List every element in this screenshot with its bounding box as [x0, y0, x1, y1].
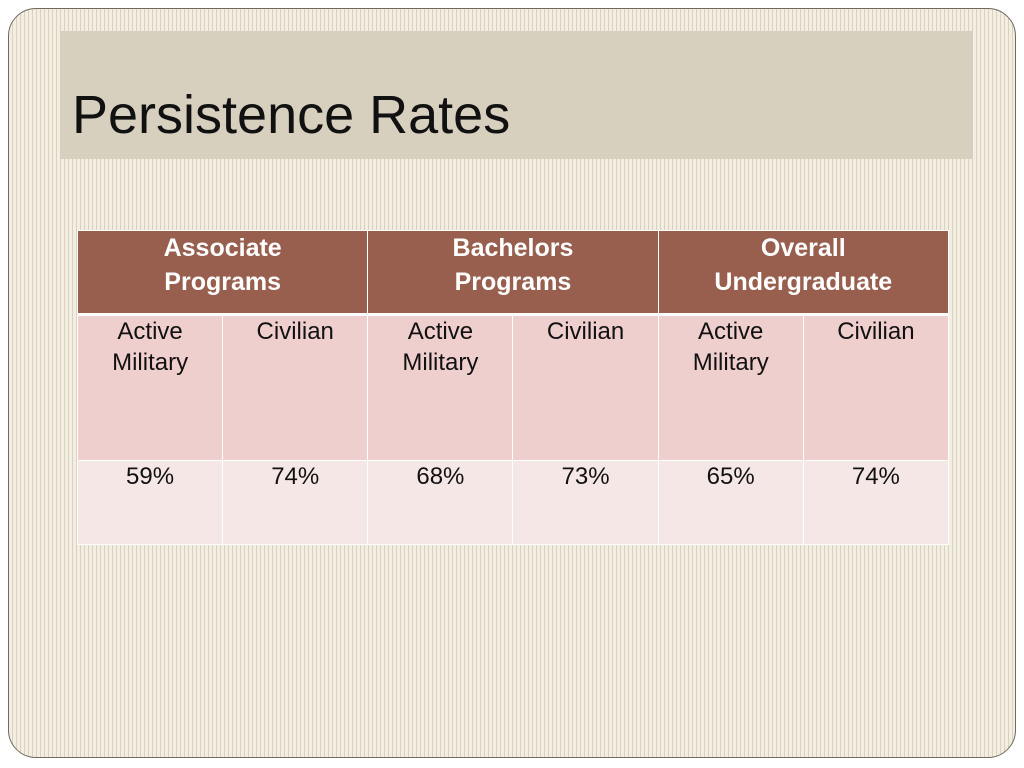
header-line: Bachelors: [452, 234, 574, 262]
subheader-line: Active: [117, 318, 183, 345]
header-overall-undergraduate: Overall Undergraduate: [657, 230, 950, 315]
page-title: Persistence Rates: [72, 85, 511, 145]
subheader-line: Military: [112, 349, 189, 376]
persistence-rates-table: Associate Programs Bachelors Programs Ov…: [76, 230, 950, 545]
table-header-row: Associate Programs Bachelors Programs Ov…: [76, 230, 950, 315]
subheader-line: Civilian: [837, 318, 915, 345]
subheader-line: Civilian: [256, 318, 334, 345]
subheader-cell: Active Military: [367, 314, 514, 461]
header-line: Overall: [760, 234, 846, 262]
subheader-cell: Active Military: [76, 314, 224, 461]
value-cell: 65%: [657, 460, 804, 545]
header-line: Programs: [164, 268, 282, 296]
table-row: 59% 74% 68% 73% 65% 74%: [76, 460, 950, 545]
header-line: Undergraduate: [714, 268, 893, 296]
value-cell: 73%: [512, 460, 659, 545]
subheader-line: Military: [402, 349, 479, 376]
value-cell: 59%: [76, 460, 224, 545]
value-cell: 74%: [802, 460, 950, 545]
subheader-cell: Active Military: [657, 314, 804, 461]
subheader-line: Military: [692, 349, 769, 376]
subheader-line: Civilian: [546, 318, 625, 345]
value-cell: 74%: [222, 460, 369, 545]
header-bachelors-programs: Bachelors Programs: [367, 230, 659, 315]
value-cell: 68%: [367, 460, 514, 545]
subheader-line: Active: [698, 318, 764, 345]
header-associate-programs: Associate Programs: [76, 230, 369, 315]
slide: Persistence Rates Associate Programs Bac…: [8, 8, 1016, 758]
subheader-line: Active: [407, 318, 474, 345]
subheader-cell: Civilian: [802, 314, 950, 461]
subheader-cell: Civilian: [512, 314, 659, 461]
header-line: Programs: [454, 268, 572, 296]
subheader-cell: Civilian: [222, 314, 369, 461]
table-subheader-row: Active Military Civilian Active Military…: [76, 314, 950, 461]
header-line: Associate: [163, 234, 282, 262]
title-bar: Persistence Rates: [60, 31, 973, 159]
